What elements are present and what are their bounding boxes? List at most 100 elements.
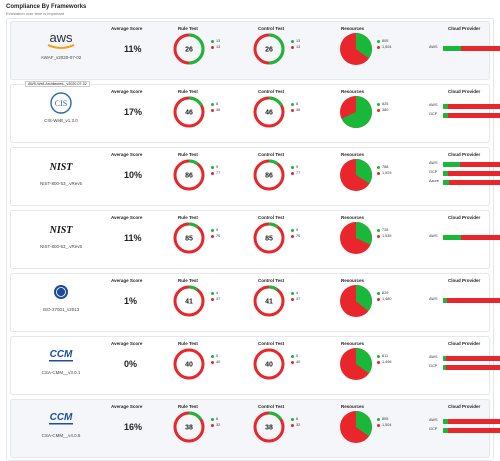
framework-row[interactable]: ISO-27001_v2013 Average Score Rule Test Con…: [10, 273, 500, 332]
rule-column-label: Rule Test: [178, 152, 198, 157]
rule-pass-count: 9: [216, 228, 219, 232]
fail-dot: [211, 297, 214, 301]
cloud-provider-name: AWS: [429, 45, 438, 49]
resources-column-label: Resources: [341, 152, 365, 157]
pass-dot: [377, 102, 380, 106]
fail-dot: [377, 45, 380, 49]
cloud-provider-name: AWS: [429, 234, 438, 238]
framework-row[interactable]: CIS CIS-WeB_v1.3.0 Average Score Rule Test C…: [10, 84, 500, 143]
pass-dot: [377, 354, 380, 358]
resources-fail-line: 1,535: [377, 233, 392, 239]
rule-pass-line: 4: [211, 290, 220, 296]
cloud-provider-bar-pass: [443, 419, 448, 424]
control-fail-count: 77: [296, 171, 301, 175]
resources-pass-line: 788: [377, 164, 392, 170]
resources-fail-count: 1,535: [382, 234, 392, 238]
pass-dot: [211, 291, 214, 295]
rule-fail-line: 38: [211, 107, 220, 113]
cloud-provider-name: Azure: [429, 179, 439, 183]
control-fail-line: 40: [291, 359, 300, 365]
control-column-label: Control Test: [258, 26, 285, 31]
cloud-provider-bar-pass: [443, 162, 460, 167]
cloud-provider-name: GCP: [429, 427, 438, 431]
control-total: 46: [265, 110, 273, 117]
cloud-provider-bar: [443, 113, 500, 118]
resources-column-label: Resources: [341, 278, 365, 283]
control-pass-count: 0: [296, 354, 299, 358]
rule-legend: 0 40: [211, 353, 220, 365]
resources-pass-count: 728: [382, 228, 389, 232]
control-legend: 13 13: [291, 38, 300, 50]
cloud-provider-bar-pass: [443, 180, 449, 185]
cloud-provider-bar-pass: [443, 113, 448, 118]
control-column-label: Control Test: [258, 341, 285, 346]
average-score: 10%: [124, 170, 143, 180]
framework-row[interactable]: CCM CSA-CMM__v3.0.1 Average Score Rule Test…: [10, 336, 500, 395]
control-ring-fail: [253, 348, 285, 380]
rule-fail-count: 32: [216, 423, 221, 427]
resources-legend: 826 380: [377, 101, 388, 113]
resources-pass-line: 826: [377, 101, 388, 107]
iso-logo: [17, 279, 105, 305]
framework-row[interactable]: NIST NIST-800-53_.vRev5 Average Score Rule …: [10, 210, 500, 269]
cis-wordmark: CIS: [55, 99, 67, 108]
average-score: 11%: [124, 44, 142, 54]
rule-fail-count: 38: [216, 108, 221, 112]
rule-fail-count: 76: [216, 234, 221, 238]
fail-dot: [211, 234, 214, 238]
rule-column-label: Rule Test: [178, 341, 198, 346]
avg-column-label: Average Score: [111, 215, 143, 220]
rule-ring-pass: [173, 96, 205, 128]
control-total: 85: [265, 236, 273, 243]
framework-logo-box: CIS CIS-WeB_v1.3.0: [17, 90, 105, 136]
control-fail-count: 37: [296, 297, 301, 301]
rule-ring-pass: [173, 159, 205, 191]
fail-dot: [377, 108, 380, 112]
control-pass-line: 9: [291, 227, 300, 233]
rule-legend: 9 76: [211, 227, 220, 239]
rule-ring-pass: [173, 411, 205, 443]
control-fail-line: 32: [291, 422, 300, 428]
nist-logo: NIST: [17, 216, 105, 242]
pass-dot: [377, 417, 380, 421]
cloud-provider-bar: [443, 162, 500, 167]
rule-fail-line: 13: [211, 44, 220, 50]
control-legend: 0 40: [291, 353, 300, 365]
framework-name: CSA-CMM__v3.0.1: [41, 370, 81, 375]
rule-total: 85: [185, 236, 193, 243]
resources-legend: 811 1,496: [377, 353, 392, 365]
resources-pie: [339, 95, 373, 134]
cloud-provider-name: AWS: [429, 161, 438, 165]
control-ring-pass: [253, 33, 285, 65]
control-total: 41: [265, 299, 273, 306]
nist-logo: NIST: [17, 153, 105, 179]
rule-ring: 85: [172, 221, 206, 260]
cloud-provider-name: GCP: [429, 112, 438, 116]
framework-row[interactable]: aws AWAF_v2020-07-02 Average Score Rule Tes…: [10, 21, 500, 87]
control-legend: 9 76: [291, 227, 300, 239]
cloud-provider-bar-pass: [443, 356, 446, 361]
pass-dot: [291, 291, 294, 295]
resources-column-label: Resources: [341, 404, 365, 409]
pass-dot: [377, 39, 380, 43]
rule-fail-count: 40: [216, 360, 221, 364]
control-pass-line: 6: [291, 416, 300, 422]
control-fail-line: 38: [291, 107, 300, 113]
ccm-logo: CCM: [17, 405, 105, 431]
pass-dot: [291, 39, 294, 43]
rule-legend: 4 37: [211, 290, 220, 302]
resources-fail-count: 1,496: [382, 360, 392, 364]
control-pass-line: 9: [291, 164, 300, 170]
rule-ring-pass: [173, 222, 205, 254]
control-ring: 85: [252, 221, 286, 260]
framework-row[interactable]: CCM CSA-CMM__v4.0.5 Average Score Rule Test…: [10, 399, 500, 458]
aws-logo: aws: [17, 27, 105, 53]
control-ring-pass: [253, 159, 285, 191]
cloud-provider-bar: [443, 104, 500, 109]
rule-ring-pass: [173, 285, 205, 317]
framework-row[interactable]: NIST NIST-800-53_.vRev5 Average Score Rule …: [10, 147, 500, 206]
framework-name: ISO-27001_v2013: [42, 307, 80, 312]
cloud-column-label: Cloud Provider: [448, 89, 481, 94]
control-pass-count: 8: [296, 102, 299, 106]
cloud-provider-name: AWS: [429, 418, 438, 422]
